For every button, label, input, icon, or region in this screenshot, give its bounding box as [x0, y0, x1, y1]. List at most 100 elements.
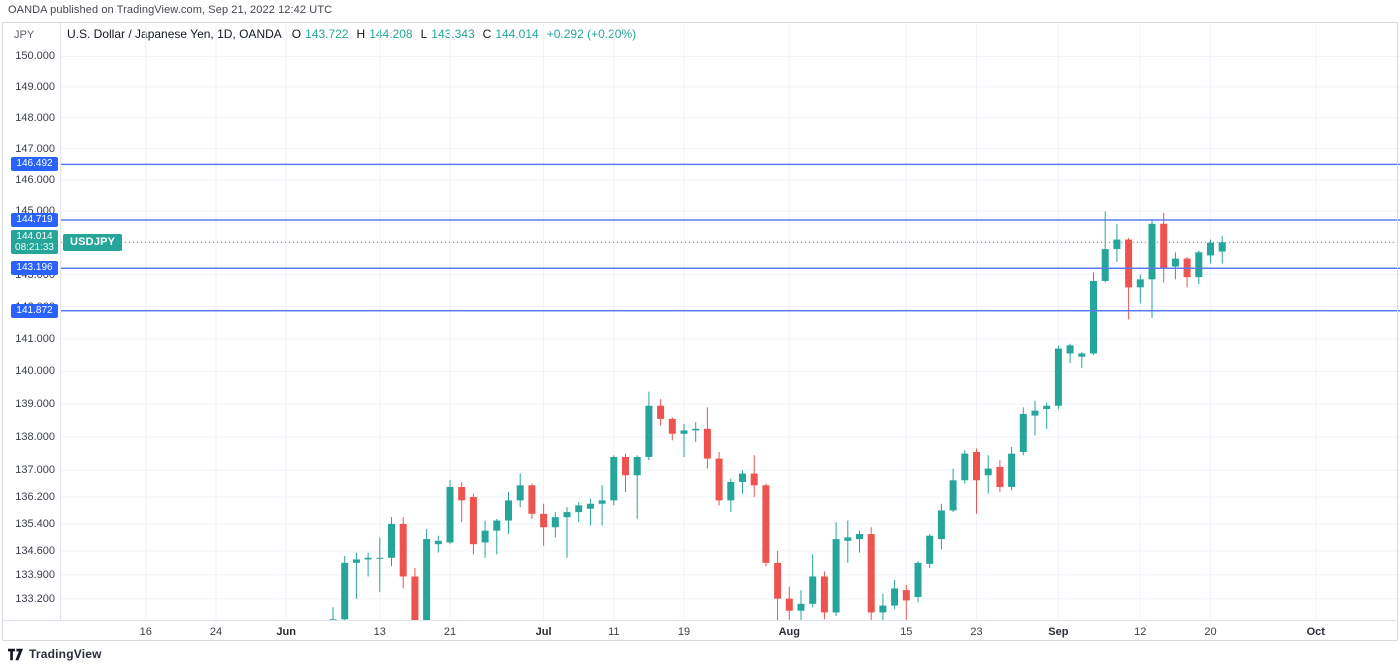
candle-body: [516, 485, 524, 501]
tradingview-logo-icon[interactable]: [8, 648, 23, 661]
candle-body: [434, 540, 442, 545]
footer-bar: TradingView: [0, 641, 1400, 667]
candle-body: [703, 428, 711, 459]
price-tick-label: 148.000: [15, 111, 55, 124]
time-tick-label: Sep: [1048, 626, 1069, 638]
candle-body: [867, 534, 875, 613]
time-tick-label: Oct: [1306, 626, 1325, 638]
candle-body: [1031, 410, 1039, 416]
low-label: L: [420, 27, 428, 41]
candle-body: [785, 598, 793, 611]
candle-body: [1066, 345, 1074, 354]
candle-body: [598, 500, 606, 504]
candle-body: [809, 576, 817, 604]
candle-body: [657, 405, 665, 419]
price-tick-label: 149.000: [15, 80, 55, 93]
candle-body: [446, 486, 454, 543]
candle-body: [774, 562, 782, 599]
close-value: 144.014: [495, 27, 539, 41]
candle-body: [586, 503, 594, 509]
candle-body: [1136, 279, 1144, 288]
candle-body: [750, 473, 758, 486]
candle-body: [563, 512, 571, 518]
time-tick-label: 21: [443, 626, 457, 638]
candle-body: [984, 468, 992, 476]
last-price-badge: 144.014 08:21:33: [11, 230, 58, 255]
candle-body: [329, 619, 337, 620]
candle-body: [692, 428, 700, 431]
chart-pane[interactable]: [60, 23, 1400, 620]
candle-body: [1218, 242, 1226, 252]
candle-body: [1148, 223, 1156, 280]
candle-body: [540, 513, 548, 528]
time-tick-label: 24: [209, 626, 223, 638]
candle-body: [388, 523, 395, 558]
candle-body: [399, 523, 407, 577]
candle-body: [1054, 348, 1062, 406]
candle-body: [797, 603, 805, 611]
time-tick-label: 12: [1134, 626, 1147, 638]
candle-body: [1113, 239, 1121, 250]
candle-body: [902, 590, 910, 601]
candle-body: [528, 485, 536, 514]
candle-body: [352, 559, 360, 563]
tradingview-wordmark[interactable]: TradingView: [29, 647, 102, 661]
candle-body: [1008, 453, 1016, 487]
price-tick-label: 137.000: [15, 464, 55, 477]
candle-body: [423, 539, 431, 620]
symbol-title[interactable]: U.S. Dollar / Japanese Yen, 1D, OANDA: [67, 27, 282, 41]
candle-body: [364, 557, 372, 560]
candle-body: [505, 500, 512, 521]
candle-body: [1078, 353, 1086, 357]
candle-body: [820, 576, 828, 613]
candle-body: [1125, 239, 1133, 288]
time-tick-label: 13: [373, 626, 386, 638]
candle-body: [1207, 242, 1214, 256]
time-tick-label: Jun: [276, 626, 296, 638]
candle-body: [973, 451, 980, 481]
candle-body: [715, 458, 723, 501]
alert-price-badge: 146.492: [11, 157, 58, 172]
price-tick-label: 141.000: [15, 332, 55, 345]
candle-body: [1090, 280, 1097, 354]
candle-body: [1043, 405, 1051, 410]
price-tick-label: 147.000: [15, 142, 55, 155]
candle-body: [1195, 252, 1203, 278]
candle-body: [645, 405, 653, 457]
open-label: O: [291, 27, 302, 41]
candle-body: [937, 510, 945, 540]
candle-body: [949, 480, 957, 511]
attribution-line: OANDA published on TradingView.com, Sep …: [8, 4, 333, 16]
price-tick-label: 140.000: [15, 365, 55, 378]
symbol-name-tag: USDJPY: [63, 234, 123, 252]
candle-body: [879, 605, 887, 613]
candle-body: [469, 497, 477, 545]
time-tick-label: Jul: [535, 626, 552, 638]
price-scale-divider: [60, 23, 61, 620]
candle-body: [832, 539, 840, 613]
candle-body: [914, 562, 922, 597]
candle-body: [1160, 223, 1168, 269]
candle-body: [680, 430, 688, 434]
bar-countdown: 08:21:33: [15, 242, 54, 254]
price-tick-label: 133.900: [15, 568, 55, 581]
candle-body: [481, 530, 489, 543]
time-tick-label: 11: [608, 626, 620, 638]
candle-body: [1171, 258, 1179, 267]
alert-price-badge: 144.719: [11, 213, 58, 227]
time-tick-label: 20: [1204, 626, 1217, 638]
price-tick-label: 138.000: [15, 431, 55, 444]
candle-body: [891, 588, 899, 606]
candle-body: [926, 535, 934, 564]
open-value: 143.722: [305, 27, 349, 41]
price-tick-label: 150.000: [15, 50, 55, 63]
candle-body: [739, 473, 746, 482]
high-label: H: [356, 27, 366, 41]
candle-body: [996, 466, 1004, 487]
candle-body: [493, 520, 501, 531]
candle-body: [1101, 249, 1109, 281]
candle-body: [633, 456, 641, 476]
candle-body: [1019, 413, 1027, 452]
time-tick-label: 19: [677, 626, 691, 638]
